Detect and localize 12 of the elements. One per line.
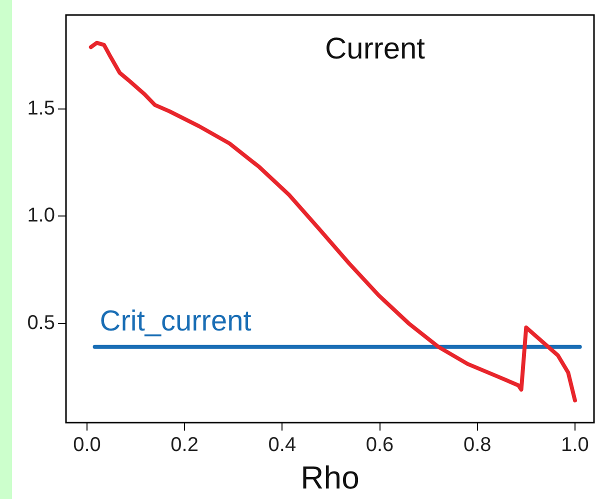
text: Current — [324, 32, 426, 66]
x-tick-label: 0.8 — [463, 434, 492, 456]
x-tick-label: 0.4 — [268, 434, 296, 456]
y-tick-label: 1.0 — [27, 204, 55, 227]
y-tick-label: 0.5 — [27, 312, 55, 334]
x-tick-label: 1.0 — [561, 434, 589, 456]
x-tick-label: 0.6 — [366, 434, 394, 456]
x-axis-title: Rho — [300, 460, 360, 496]
y-tick-label: 1.5 — [27, 98, 55, 120]
x-tick-label: 0.0 — [73, 434, 101, 456]
x-tick-label: 0.2 — [170, 434, 198, 456]
series-label: Crit_current — [100, 305, 252, 338]
